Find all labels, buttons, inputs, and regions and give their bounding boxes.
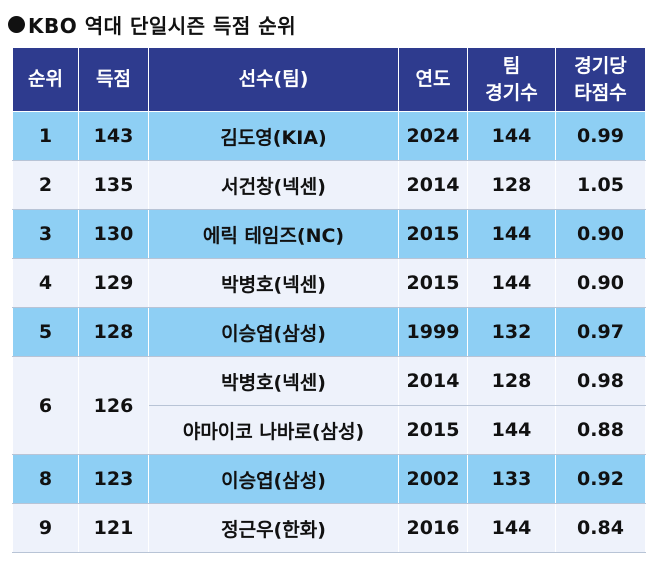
header-runs-per-game: 경기당 타점수 — [555, 47, 646, 112]
cell-rank: 3 — [12, 209, 79, 259]
cell-runs: 143 — [78, 111, 149, 161]
cell-games: 128 — [467, 160, 556, 210]
table-row: 6 126 박병호(넥센) 2014 128 0.98 — [12, 356, 646, 455]
cell-year: 2015 — [398, 258, 468, 308]
header-team-games-line2: 경기수 — [485, 81, 538, 104]
cell-rank: 6 — [12, 356, 79, 455]
cell-rank: 8 — [12, 454, 79, 504]
cell-player: 이승엽(삼성) — [148, 307, 399, 357]
cell-games: 144 — [467, 209, 556, 259]
cell-games: 144 — [467, 111, 556, 161]
cell-year: 1999 — [398, 307, 468, 357]
cell-rpg: 1.05 — [555, 160, 646, 210]
header-rank: 순위 — [12, 47, 79, 112]
header-team-games-line1: 팀 — [502, 54, 521, 77]
cell-year: 2014 — [398, 160, 468, 210]
cell-player: 김도영(KIA) — [148, 111, 399, 161]
cell-player: 서건창(넥센) — [148, 160, 399, 210]
cell-rank: 4 — [12, 258, 79, 308]
cell-player: 박병호(넥센) — [148, 258, 399, 308]
cell-runs: 130 — [78, 209, 149, 259]
cell-runs: 128 — [78, 307, 149, 357]
cell-year: 2014 — [398, 356, 468, 406]
page-title: KBO 역대 단일시즌 득점 순위 — [28, 13, 297, 38]
cell-runs: 123 — [78, 454, 149, 504]
header-player: 선수(팀) — [148, 47, 399, 112]
header-runs-per-game-line2: 타점수 — [574, 81, 627, 104]
table-row: 1 143 김도영(KIA) 2024 144 0.99 — [12, 111, 646, 161]
table-row: 야마이코 나바로(삼성) 2015 144 0.88 — [13, 405, 646, 455]
cell-games: 128 — [467, 356, 556, 406]
cell-rank: 5 — [12, 307, 79, 357]
ranking-table: 순위 득점 선수(팀) 연도 팀 경기수 경기당 타점수 1 143 김도영(K… — [12, 47, 646, 553]
cell-year: 2015 — [398, 405, 468, 455]
cell-games: 144 — [467, 405, 556, 455]
cell-games: 132 — [467, 307, 556, 357]
cell-rpg: 0.92 — [555, 454, 646, 504]
table-row: 5 128 이승엽(삼성) 1999 132 0.97 — [12, 307, 646, 357]
cell-rank: 9 — [12, 503, 79, 553]
table-row: 2 135 서건창(넥센) 2014 128 1.05 — [12, 160, 646, 210]
cell-player: 에릭 테임즈(NC) — [148, 209, 399, 259]
cell-rpg: 0.97 — [555, 307, 646, 357]
cell-year: 2002 — [398, 454, 468, 504]
table-row: 8 123 이승엽(삼성) 2002 133 0.92 — [12, 454, 646, 504]
cell-runs: 135 — [78, 160, 149, 210]
cell-player: 야마이코 나바로(삼성) — [148, 405, 399, 455]
cell-player: 정근우(한화) — [148, 503, 399, 553]
cell-rank: 1 — [12, 111, 79, 161]
cell-games: 144 — [467, 258, 556, 308]
cell-games: 144 — [467, 503, 556, 553]
table-row: 3 130 에릭 테임즈(NC) 2015 144 0.90 — [12, 209, 646, 259]
cell-games: 133 — [467, 454, 556, 504]
header-runs-per-game-line1: 경기당 — [574, 54, 627, 77]
bullet-icon — [8, 15, 25, 33]
table-row: 9 121 정근우(한화) 2016 144 0.84 — [12, 503, 646, 553]
cell-rank: 2 — [12, 160, 79, 210]
header-team-games: 팀 경기수 — [467, 47, 556, 112]
cell-rpg: 0.90 — [555, 209, 646, 259]
table-row: 4 129 박병호(넥센) 2015 144 0.90 — [12, 258, 646, 308]
header-runs: 득점 — [78, 47, 149, 112]
header-year: 연도 — [398, 47, 468, 112]
table-header-row: 순위 득점 선수(팀) 연도 팀 경기수 경기당 타점수 — [12, 47, 646, 112]
cell-player: 박병호(넥센) — [148, 356, 399, 406]
cell-rpg: 0.84 — [555, 503, 646, 553]
cell-year: 2015 — [398, 209, 468, 259]
cell-year: 2024 — [398, 111, 468, 161]
cell-runs: 126 — [78, 356, 149, 455]
cell-runs: 129 — [78, 258, 149, 308]
cell-rpg: 0.99 — [555, 111, 646, 161]
cell-rpg: 0.98 — [555, 356, 646, 406]
cell-year: 2016 — [398, 503, 468, 553]
cell-runs: 121 — [78, 503, 149, 553]
cell-rpg: 0.90 — [555, 258, 646, 308]
title-bar: KBO 역대 단일시즌 득점 순위 — [8, 4, 296, 44]
cell-player: 이승엽(삼성) — [148, 454, 399, 504]
cell-rpg: 0.88 — [555, 405, 646, 455]
